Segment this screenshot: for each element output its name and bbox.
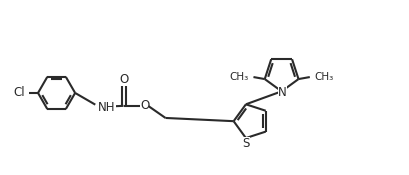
Text: O: O xyxy=(119,73,128,86)
Text: Cl: Cl xyxy=(13,86,25,99)
Text: N: N xyxy=(277,86,286,99)
Text: S: S xyxy=(242,137,249,150)
Text: NH: NH xyxy=(98,101,115,114)
Text: CH₃: CH₃ xyxy=(229,72,248,82)
Text: O: O xyxy=(139,99,149,112)
Text: CH₃: CH₃ xyxy=(313,72,333,82)
